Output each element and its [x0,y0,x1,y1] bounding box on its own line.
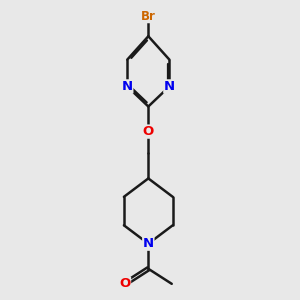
Text: O: O [119,277,130,290]
Text: N: N [122,80,133,93]
Text: N: N [143,237,154,250]
Text: N: N [164,80,175,93]
Text: O: O [143,125,154,138]
Text: Br: Br [141,10,156,23]
